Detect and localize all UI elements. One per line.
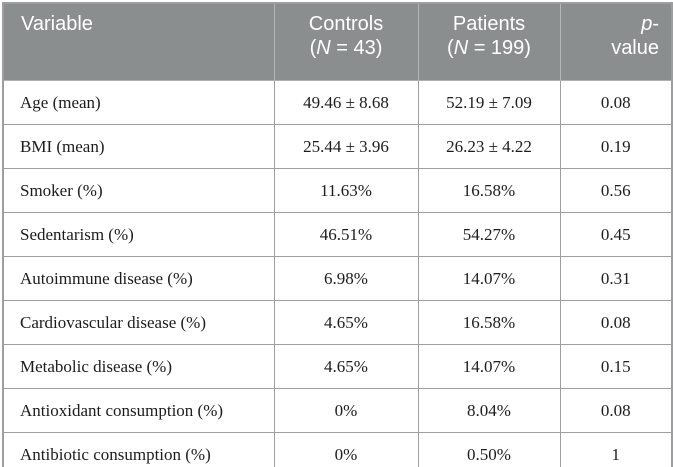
patients-n-rest: = 199) [468, 37, 531, 59]
column-header-controls-title: Controls [308, 13, 384, 35]
row-label: Cardiovascular disease (%) [2, 300, 275, 345]
patients-value: 14.07% [417, 344, 561, 389]
table-row: Cardiovascular disease (%) 4.65% 16.58% … [2, 300, 673, 345]
table-row: Smoker (%) 11.63% 16.58% 0.56 [2, 168, 673, 213]
patients-n-symbol: N [453, 37, 469, 59]
controls-value: 4.65% [273, 300, 419, 345]
table-body: Age (mean) 49.46 ± 8.68 52.19 ± 7.09 0.0… [2, 80, 673, 467]
row-label: Autoimmune disease (%) [2, 256, 275, 301]
p-value: 0.15 [559, 344, 673, 389]
controls-value: 4.65% [273, 344, 419, 389]
p-value: 0.08 [559, 388, 673, 433]
column-header-p-line1: p- [561, 12, 659, 36]
p-value: 0.45 [559, 212, 673, 257]
row-label: Antibiotic consumption (%) [2, 432, 275, 467]
controls-n-open: ( [309, 37, 317, 59]
controls-value: 0% [273, 432, 419, 467]
p-value: 0.08 [559, 80, 673, 125]
row-label: Metabolic disease (%) [2, 344, 275, 389]
patients-value: 52.19 ± 7.09 [417, 80, 561, 125]
p-value: 0.19 [559, 124, 673, 169]
controls-n-rest: = 43) [330, 37, 383, 59]
row-label: BMI (mean) [2, 124, 275, 169]
table-row: Age (mean) 49.46 ± 8.68 52.19 ± 7.09 0.0… [2, 80, 673, 125]
column-header-variable: Variable [3, 3, 275, 81]
row-label: Age (mean) [2, 80, 275, 125]
p-value: 0.56 [559, 168, 673, 213]
row-label: Antioxidant consumption (%) [2, 388, 275, 433]
table-row: Sedentarism (%) 46.51% 54.27% 0.45 [2, 212, 673, 257]
p-value: 1 [559, 432, 673, 467]
column-header-p-value: p- value [560, 3, 672, 81]
table-row: BMI (mean) 25.44 ± 3.96 26.23 ± 4.22 0.1… [2, 124, 673, 169]
row-label: Sedentarism (%) [2, 212, 275, 257]
patients-value: 16.58% [417, 168, 561, 213]
controls-value: 49.46 ± 8.68 [273, 80, 419, 125]
column-header-patients-n: (N = 199) [419, 36, 560, 60]
patients-value: 0.50% [417, 432, 561, 467]
table-header-row: Variable Controls (N = 43) Patients (N =… [3, 3, 672, 81]
p-suffix: - [652, 13, 659, 35]
patients-value: 26.23 ± 4.22 [417, 124, 561, 169]
patients-value: 8.04% [417, 388, 561, 433]
p-value: 0.08 [559, 300, 673, 345]
controls-value: 46.51% [273, 212, 419, 257]
table-row: Antibiotic consumption (%) 0% 0.50% 1 [2, 432, 673, 467]
patients-value: 16.58% [417, 300, 561, 345]
p-value: 0.31 [559, 256, 673, 301]
controls-value: 25.44 ± 3.96 [273, 124, 419, 169]
controls-value: 11.63% [273, 168, 419, 213]
patients-n-open: ( [447, 37, 454, 59]
column-header-variable-label: Variable [21, 13, 93, 35]
column-header-patients: Patients (N = 199) [418, 3, 561, 81]
column-header-controls: Controls (N = 43) [274, 3, 419, 81]
table-row: Antioxidant consumption (%) 0% 8.04% 0.0… [2, 388, 673, 433]
controls-value: 6.98% [273, 256, 419, 301]
table-row: Autoimmune disease (%) 6.98% 14.07% 0.31 [2, 256, 673, 301]
column-header-patients-title: Patients [452, 13, 526, 35]
row-label: Smoker (%) [2, 168, 275, 213]
patients-value: 14.07% [417, 256, 561, 301]
controls-n-symbol: N [316, 37, 331, 59]
controls-value: 0% [273, 388, 419, 433]
column-header-controls-n: (N = 43) [275, 36, 418, 60]
patients-value: 54.27% [417, 212, 561, 257]
column-header-p-line2: value [611, 37, 659, 59]
p-symbol: p [641, 13, 653, 35]
table-row: Metabolic disease (%) 4.65% 14.07% 0.15 [2, 344, 673, 389]
